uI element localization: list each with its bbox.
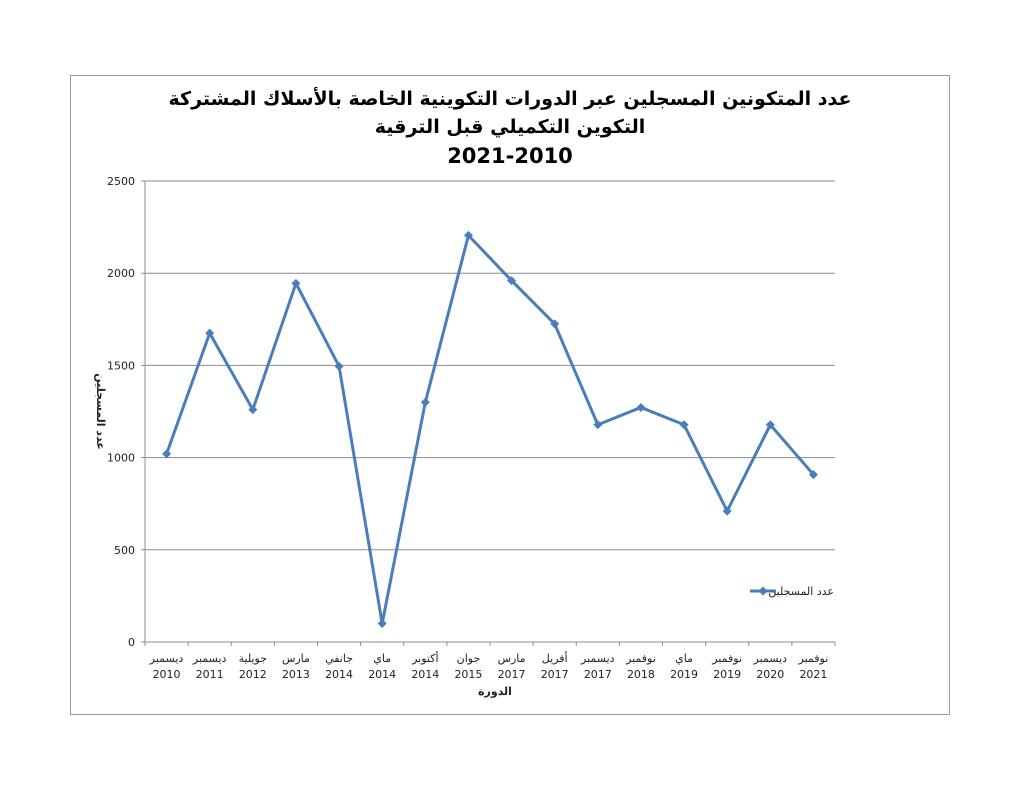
x-tick-label-month: نوفمبر xyxy=(798,652,829,665)
series-line xyxy=(165,233,815,626)
chart-frame xyxy=(70,75,950,715)
x-tick-label-month: جوان xyxy=(457,652,481,665)
x-axis-title: الدورة xyxy=(478,685,512,698)
x-tick-label-month: أفريل xyxy=(542,651,568,665)
x-tick-label-month: جويلية xyxy=(239,652,267,665)
x-tick-label-year: 2014 xyxy=(411,668,439,681)
data-point-marker xyxy=(765,420,775,430)
data-point-marker xyxy=(248,405,258,415)
x-tick-label-month: نوفمبر xyxy=(625,652,656,665)
x-tick-label-year: 2017 xyxy=(541,668,569,681)
data-point-marker xyxy=(679,420,689,430)
x-tick-label-year: 2018 xyxy=(627,668,655,681)
y-tick-label: 2500 xyxy=(107,175,135,188)
chart-title-line-3: 2021-2010 xyxy=(447,144,573,168)
x-tick-label-month: ديسمبر xyxy=(753,652,788,665)
x-tick-label-year: 2021 xyxy=(799,668,827,681)
data-point-marker xyxy=(205,328,215,338)
x-tick-label-year: 2010 xyxy=(153,668,181,681)
x-tick-label-year: 2013 xyxy=(282,668,310,681)
x-tick-label-year: 2020 xyxy=(756,668,784,681)
data-point-marker xyxy=(291,278,301,288)
y-axis-title: عدد المسجلين xyxy=(94,373,107,450)
data-point-marker xyxy=(593,420,603,430)
x-tick-label-year: 2019 xyxy=(670,668,698,681)
data-point-marker xyxy=(420,397,430,407)
data-point-marker xyxy=(722,506,732,516)
data-point-marker xyxy=(507,276,517,286)
x-tick-label-year: 2012 xyxy=(239,668,267,681)
legend-label: عدد المسجلين xyxy=(768,585,834,598)
data-point-marker xyxy=(463,230,473,240)
y-tick-label: 500 xyxy=(114,544,135,557)
x-tick-label-month: جانفي xyxy=(325,652,353,665)
y-tick-label: 1000 xyxy=(107,452,135,465)
data-point-marker xyxy=(550,319,560,329)
data-point-marker xyxy=(377,619,387,629)
x-tick-label-month: ماي xyxy=(675,652,693,665)
x-tick-label-month: أكتوبر xyxy=(411,651,438,665)
x-tick-label-month: مارس xyxy=(498,652,526,665)
data-point-marker xyxy=(636,402,646,412)
y-tick-label: 1500 xyxy=(107,359,135,372)
data-point-marker xyxy=(334,361,344,371)
legend-marker xyxy=(758,586,768,596)
chart-title-line-1: عدد المتكونين المسجلين عبر الدورات التكو… xyxy=(168,88,852,110)
y-tick-label: 2000 xyxy=(107,267,135,280)
x-tick-label-year: 2015 xyxy=(454,668,482,681)
x-tick-label-month: ديسمبر xyxy=(580,652,615,665)
x-tick-label-year: 2011 xyxy=(196,668,224,681)
x-tick-label-year: 2014 xyxy=(325,668,353,681)
x-tick-label-month: ديسمبر xyxy=(192,652,227,665)
x-tick-label-year: 2017 xyxy=(498,668,526,681)
x-tick-label-month: ماي xyxy=(373,652,391,665)
x-tick-label-year: 2019 xyxy=(713,668,741,681)
x-tick-label-month: مارس xyxy=(282,652,310,665)
chart-title-line-2: التكوين التكميلي قبل الترقية xyxy=(374,116,646,138)
x-tick-label-month: ديسمبر xyxy=(149,652,184,665)
x-tick-label-month: نوفمبر xyxy=(711,652,742,665)
y-tick-label: 0 xyxy=(128,636,135,649)
x-tick-label-year: 2014 xyxy=(368,668,396,681)
data-point-marker xyxy=(808,470,818,480)
data-point-marker xyxy=(162,449,172,459)
x-tick-label-year: 2017 xyxy=(584,668,612,681)
